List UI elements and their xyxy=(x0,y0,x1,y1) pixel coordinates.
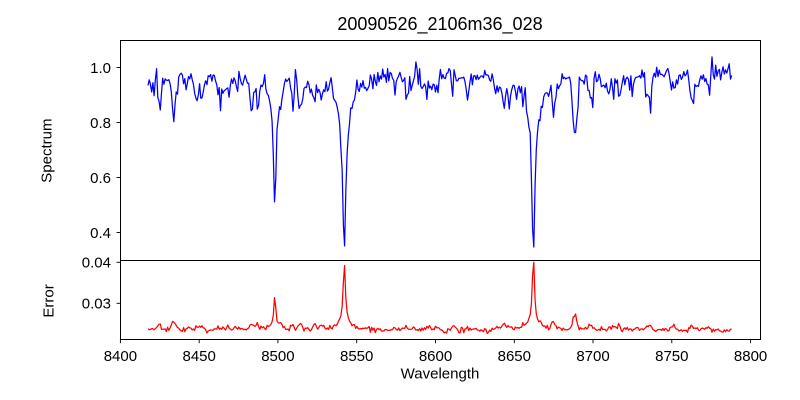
svg-text:8700: 8700 xyxy=(576,348,609,365)
svg-text:8450: 8450 xyxy=(183,348,216,365)
svg-text:8750: 8750 xyxy=(655,348,688,365)
svg-text:0.8: 0.8 xyxy=(90,115,111,132)
svg-text:0.4: 0.4 xyxy=(90,225,111,242)
svg-text:8550: 8550 xyxy=(340,348,373,365)
svg-text:0.6: 0.6 xyxy=(90,170,111,187)
svg-text:8650: 8650 xyxy=(498,348,531,365)
svg-text:8400: 8400 xyxy=(104,348,137,365)
svg-text:0.03: 0.03 xyxy=(82,296,111,313)
svg-text:Spectrum: Spectrum xyxy=(39,118,56,182)
svg-text:Wavelength: Wavelength xyxy=(401,366,480,383)
svg-text:20090526_2106m36_028: 20090526_2106m36_028 xyxy=(337,14,542,35)
svg-text:8500: 8500 xyxy=(261,348,294,365)
svg-text:0.04: 0.04 xyxy=(82,255,111,272)
svg-text:Error: Error xyxy=(40,284,57,317)
svg-text:1.0: 1.0 xyxy=(90,60,111,77)
svg-text:8600: 8600 xyxy=(419,348,452,365)
svg-text:8800: 8800 xyxy=(734,348,767,365)
